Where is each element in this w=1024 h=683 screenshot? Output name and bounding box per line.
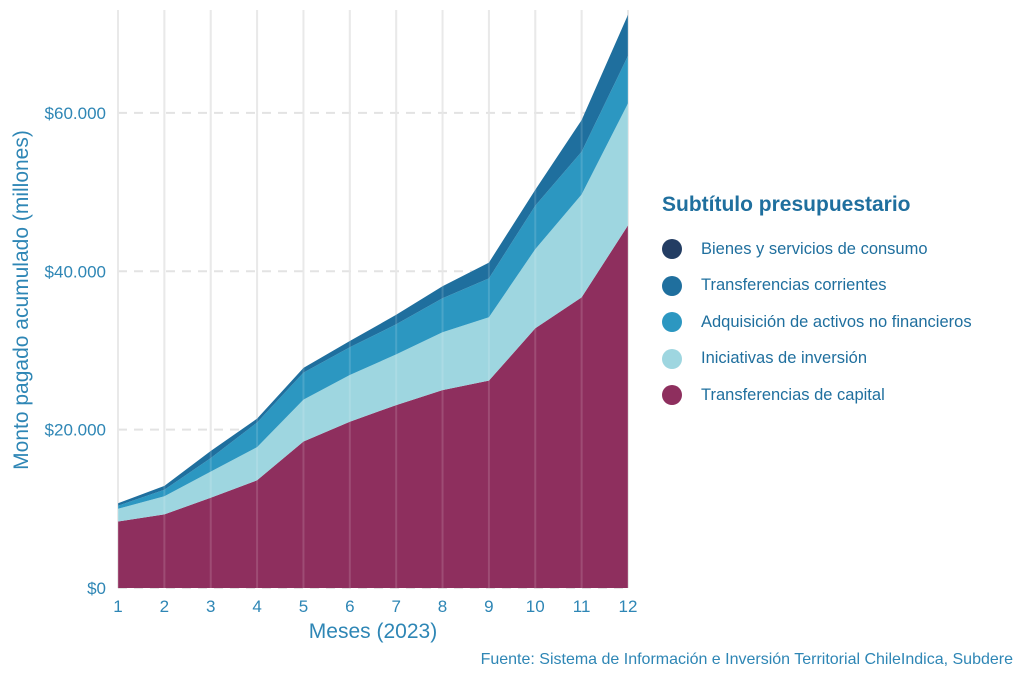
legend-swatch [662,348,682,369]
legend-item: Transferencias de capital [662,377,972,414]
legend-label: Transferencias corrientes [701,276,887,295]
legend-item: Bienes y servicios de consumo [662,231,972,268]
legend-item: Iniciativas de inversión [662,341,972,378]
y-tick-label: $40.000 [45,262,106,281]
tick-layer: 1 2 3 4 5 6 7 8 9 10 11 12$0$20.000$40.000$60.000 [45,104,638,616]
legend-label: Bienes y servicios de consumo [701,239,928,258]
legend-label: Adquisición de activos no financieros [701,312,972,331]
legend-swatch [662,385,682,406]
legend-swatch [662,275,682,296]
legend-label: Iniciativas de inversión [701,349,867,368]
legend-item: Adquisición de activos no financieros [662,304,972,341]
y-axis-title: Monto pagado acumulado (millones) [10,130,33,470]
y-tick-label: $20.000 [45,421,106,440]
x-tick-label: 10 [526,597,545,616]
x-tick-label: 12 [619,597,638,616]
x-tick-label: 9 [484,597,493,616]
x-tick-label: 7 [391,597,400,616]
area-transferencias-de-capital [118,225,628,588]
legend-label: Transferencias de capital [701,385,885,404]
x-tick-label: 2 [160,597,169,616]
source-note: Fuente: Sistema de Información e Inversi… [480,651,1013,668]
area-iniciativas-de-inversi-n [118,103,628,522]
x-tick-label: 8 [438,597,447,616]
x-tick-label: 5 [299,597,308,616]
legend-title: Subtítulo presupuestario [662,193,911,216]
x-axis-title: Meses (2023) [309,620,437,643]
y-tick-label: $60.000 [45,104,106,123]
x-tick-label: 11 [573,597,591,616]
y-tick-label: $0 [87,579,106,598]
x-tick-label: 4 [252,597,261,616]
legend: Subtítulo presupuestario Bienes y servic… [662,193,972,414]
legend-items: Bienes y servicios de consumo Transferenc… [662,231,972,414]
legend-swatch [662,312,682,333]
x-tick-label: 1 [113,597,122,616]
x-tick-label: 3 [206,597,215,616]
legend-swatch [662,239,682,260]
area-layer [117,10,629,588]
legend-item: Transferencias corrientes [662,268,972,305]
x-tick-label: 6 [345,597,354,616]
